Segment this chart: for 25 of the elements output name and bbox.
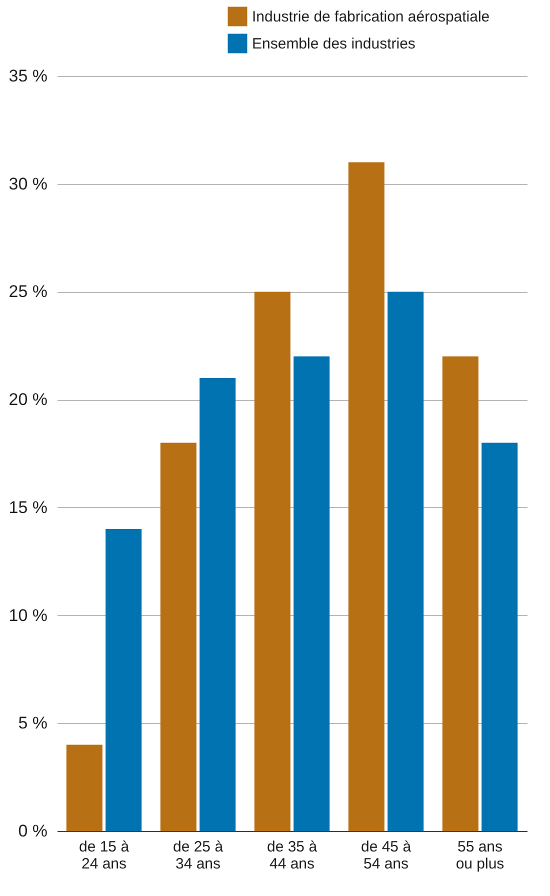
legend-label: Industrie de fabrication aérospatiale (252, 8, 490, 26)
bar (66, 744, 102, 831)
x-tick-label: de 15 à 24 ans (78, 838, 130, 872)
bar (482, 442, 518, 831)
bar (294, 356, 330, 831)
bar (388, 292, 424, 831)
x-tick-label: de 45 à 54 ans (360, 838, 412, 872)
y-tick-label: 35 % (8, 66, 48, 86)
bar (348, 162, 384, 831)
bar (442, 356, 478, 831)
y-tick-label: 15 % (8, 498, 48, 517)
y-tick-label: 10 % (8, 606, 48, 625)
y-tick-label: 5 % (18, 714, 48, 733)
x-tick-label: de 35 à 44 ans (266, 838, 318, 872)
y-tick-label: 25 % (8, 282, 48, 302)
bar (254, 292, 290, 831)
bar (106, 529, 142, 831)
y-tick-label: 30 % (8, 174, 48, 194)
bar (200, 378, 236, 831)
y-tick-label: 0 % (18, 822, 48, 840)
x-tick-label: de 25 à 34 ans (172, 838, 224, 872)
bar (160, 442, 196, 831)
legend-label: Ensemble des industries (252, 36, 416, 52)
x-tick-label: 55 ans ou plus (456, 838, 504, 872)
y-tick-label: 20 % (8, 390, 48, 410)
